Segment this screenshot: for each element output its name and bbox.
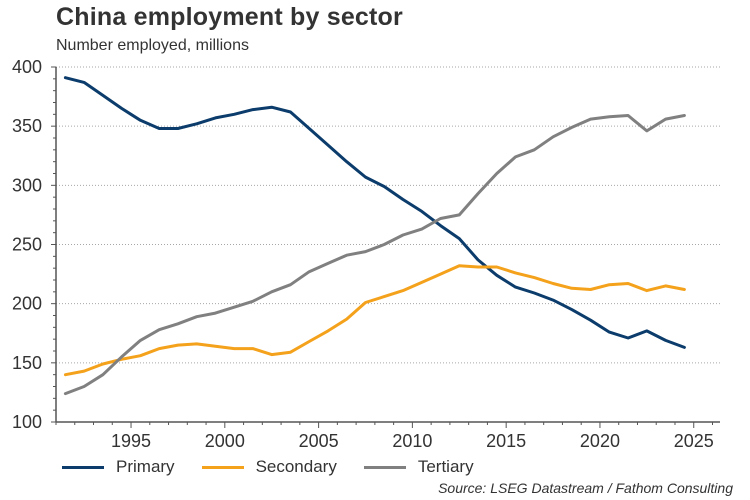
x-tick-label-2020: 2020 xyxy=(580,431,620,451)
y-tick-label-200: 200 xyxy=(12,294,42,314)
y-tick-label-400: 400 xyxy=(12,57,42,77)
series-line-tertiary xyxy=(63,114,686,396)
legend-label-secondary: Secondary xyxy=(255,457,337,476)
legend-label-primary: Primary xyxy=(116,457,175,476)
legend-swatch-secondary xyxy=(201,465,244,469)
x-tick-label-1995: 1995 xyxy=(111,431,151,451)
legend-swatch-tertiary xyxy=(363,465,406,469)
chart-subtitle: Number employed, millions xyxy=(56,37,249,54)
series-line-primary xyxy=(63,76,686,349)
x-tick-label-2025: 2025 xyxy=(674,431,714,451)
chart-title: China employment by sector xyxy=(56,3,403,31)
legend: Primary Secondary Tertiary xyxy=(62,457,501,477)
axes xyxy=(51,66,720,428)
y-tick-label-300: 300 xyxy=(12,175,42,195)
x-tick-label-2005: 2005 xyxy=(299,431,339,451)
y-tick-label-250: 250 xyxy=(12,235,42,255)
y-tick-label-100: 100 xyxy=(12,412,42,432)
y-tick-label-150: 150 xyxy=(12,353,42,373)
legend-item-tertiary: Tertiary xyxy=(363,457,474,477)
x-tick-label-2000: 2000 xyxy=(205,431,245,451)
source-note: Source: LSEG Datastream / Fathom Consult… xyxy=(438,480,733,496)
series-lines xyxy=(63,76,686,396)
legend-item-secondary: Secondary xyxy=(201,457,337,477)
gridlines xyxy=(56,66,720,364)
legend-label-tertiary: Tertiary xyxy=(417,457,474,476)
x-tick-label-2015: 2015 xyxy=(486,431,526,451)
series-line-secondary xyxy=(63,264,686,377)
tick-labels: 100 150 200 250 300 350 400 1995 2000 2005 2010 201… xyxy=(12,57,714,451)
x-tick-label-2010: 2010 xyxy=(392,431,432,451)
y-tick-label-350: 350 xyxy=(12,116,42,136)
legend-item-primary: Primary xyxy=(62,457,175,477)
legend-swatch-primary xyxy=(62,465,104,469)
